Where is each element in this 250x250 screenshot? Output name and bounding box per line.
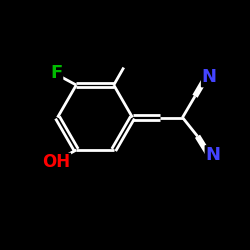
Text: N: N (202, 68, 217, 86)
Text: OH: OH (42, 154, 70, 172)
Text: N: N (206, 146, 220, 164)
Text: F: F (50, 64, 62, 82)
